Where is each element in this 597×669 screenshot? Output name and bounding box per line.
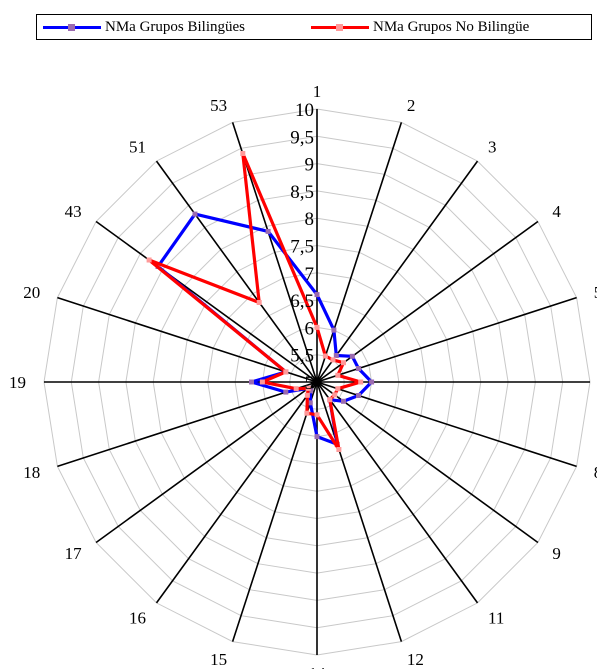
series-layer xyxy=(146,151,375,452)
series-1 xyxy=(155,211,375,447)
category-label-9: 9 xyxy=(552,544,561,563)
spoke-12 xyxy=(316,381,403,642)
radial-tick-label: 5,5 xyxy=(290,346,314,367)
category-label-8: 8 xyxy=(594,463,597,482)
legend-swatch-non-bilingual xyxy=(311,23,369,31)
data-point-5 xyxy=(335,372,341,378)
category-label-1: 1 xyxy=(313,82,322,101)
spoke-3 xyxy=(316,160,479,383)
category-label-11: 11 xyxy=(488,608,504,627)
legend-swatch-bilingual xyxy=(43,23,101,31)
spoke-5 xyxy=(316,296,577,383)
category-label-43: 43 xyxy=(65,202,82,221)
data-point-16 xyxy=(304,392,310,398)
radial-tick-label: 9 xyxy=(305,155,315,176)
data-point-1 xyxy=(314,292,320,298)
data-point-7 xyxy=(358,379,364,385)
category-label-5: 5 xyxy=(594,283,597,302)
spoke-11 xyxy=(316,381,479,604)
category-label-17: 17 xyxy=(65,544,83,563)
category-label-16: 16 xyxy=(129,608,146,627)
data-point-14 xyxy=(314,434,320,440)
category-label-14: 14 xyxy=(309,664,327,669)
spoke-20 xyxy=(57,296,318,383)
legend: NMa Grupos Bilingües NMa Grupos No Bilin… xyxy=(36,14,592,40)
category-label-18: 18 xyxy=(23,463,40,482)
spoke-43 xyxy=(95,220,318,383)
radial-tick-label: 8,5 xyxy=(290,182,314,203)
legend-item-non-bilingual: NMa Grupos No Bilingüe xyxy=(311,15,529,39)
legend-label-non-bilingual: NMa Grupos No Bilingüe xyxy=(373,18,530,35)
radial-tick-label: 7,5 xyxy=(290,237,314,258)
spoke-18 xyxy=(57,381,318,468)
spoke-15 xyxy=(231,381,318,642)
spoke-17 xyxy=(95,381,318,544)
category-label-51: 51 xyxy=(129,138,146,157)
spoke-51 xyxy=(155,160,318,383)
data-point-8 xyxy=(335,386,341,392)
category-label-2: 2 xyxy=(407,96,416,115)
data-point-17 xyxy=(305,385,311,391)
data-point-7 xyxy=(369,379,375,385)
data-point-9 xyxy=(332,392,338,398)
data-point-14 xyxy=(314,412,320,418)
category-label-4: 4 xyxy=(552,202,561,221)
data-point-3 xyxy=(333,353,339,358)
category-label-53: 53 xyxy=(210,96,227,115)
radial-tick-label: 8 xyxy=(305,209,315,230)
data-point-12 xyxy=(336,447,342,452)
spoke-9 xyxy=(316,381,539,544)
radial-tick-label: 6,5 xyxy=(290,291,314,312)
radar-spokes xyxy=(44,109,590,655)
radial-tick-label: 10 xyxy=(295,100,314,121)
data-point-51 xyxy=(256,300,262,305)
legend-item-bilingual: NMa Grupos Bilingües xyxy=(43,15,245,39)
data-point-53 xyxy=(265,228,271,234)
data-point-18 xyxy=(293,386,299,392)
data-point-11 xyxy=(327,397,333,403)
legend-label-bilingual: NMa Grupos Bilingües xyxy=(105,18,245,35)
data-point-3 xyxy=(330,357,336,363)
category-label-20: 20 xyxy=(23,283,40,302)
category-label-3: 3 xyxy=(488,138,497,157)
category-label-19: 19 xyxy=(9,373,26,392)
data-point-20 xyxy=(283,369,289,375)
data-point-15 xyxy=(307,400,313,406)
data-point-2 xyxy=(331,327,337,333)
data-point-43 xyxy=(146,257,152,263)
category-label-12: 12 xyxy=(407,650,424,669)
radial-tick-label: 7 xyxy=(305,264,315,285)
category-labels: 12345789111214151617181920435153 xyxy=(9,82,597,669)
radial-tick-label: 9,5 xyxy=(290,127,314,148)
data-point-4 xyxy=(349,353,355,359)
data-point-19 xyxy=(249,379,254,385)
data-point-5 xyxy=(356,366,361,371)
category-label-15: 15 xyxy=(210,650,227,669)
data-point-53 xyxy=(240,151,246,156)
data-point-9 xyxy=(341,398,346,404)
data-point-2 xyxy=(322,353,328,359)
spoke-16 xyxy=(155,381,318,604)
data-point-51 xyxy=(192,211,198,217)
radial-tick-labels: 5 5,5 6 6,5 7 7,5 8 8,5 9 9,5 10 xyxy=(290,100,314,394)
data-point-8 xyxy=(356,393,361,398)
series-2 xyxy=(146,151,364,452)
spoke-8 xyxy=(316,381,577,468)
data-point-4 xyxy=(341,360,346,366)
data-point-1 xyxy=(314,324,320,330)
radial-tick-label: 5 xyxy=(305,373,315,394)
spoke-2 xyxy=(316,122,403,383)
radial-tick-label: 6 xyxy=(305,318,315,339)
data-point-15 xyxy=(304,410,310,416)
data-point-18 xyxy=(283,389,289,395)
data-point-19 xyxy=(259,379,265,385)
